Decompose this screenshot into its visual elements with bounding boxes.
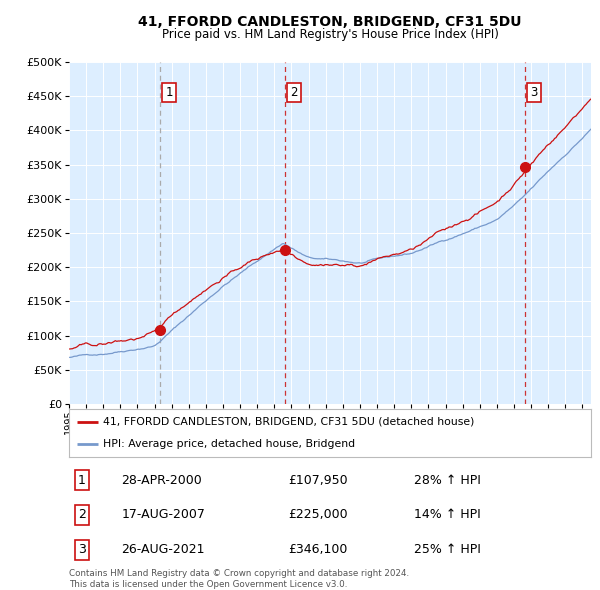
Text: 28% ↑ HPI: 28% ↑ HPI [413,474,481,487]
Text: 1: 1 [166,86,173,99]
Text: 2: 2 [78,509,86,522]
Text: Contains HM Land Registry data © Crown copyright and database right 2024.
This d: Contains HM Land Registry data © Crown c… [69,569,409,589]
Text: 17-AUG-2007: 17-AUG-2007 [121,509,205,522]
Text: 3: 3 [530,86,538,99]
Text: 1: 1 [78,474,86,487]
Text: HPI: Average price, detached house, Bridgend: HPI: Average price, detached house, Brid… [103,439,355,449]
Text: £107,950: £107,950 [288,474,348,487]
Text: 28-APR-2000: 28-APR-2000 [121,474,202,487]
Text: 25% ↑ HPI: 25% ↑ HPI [413,543,481,556]
Text: Price paid vs. HM Land Registry's House Price Index (HPI): Price paid vs. HM Land Registry's House … [161,28,499,41]
Text: 41, FFORDD CANDLESTON, BRIDGEND, CF31 5DU: 41, FFORDD CANDLESTON, BRIDGEND, CF31 5D… [138,15,522,29]
Text: £225,000: £225,000 [288,509,348,522]
Text: 14% ↑ HPI: 14% ↑ HPI [413,509,480,522]
Text: 3: 3 [78,543,86,556]
Text: 26-AUG-2021: 26-AUG-2021 [121,543,205,556]
Text: £346,100: £346,100 [288,543,347,556]
Text: 2: 2 [290,86,298,99]
Text: 41, FFORDD CANDLESTON, BRIDGEND, CF31 5DU (detached house): 41, FFORDD CANDLESTON, BRIDGEND, CF31 5D… [103,417,475,427]
